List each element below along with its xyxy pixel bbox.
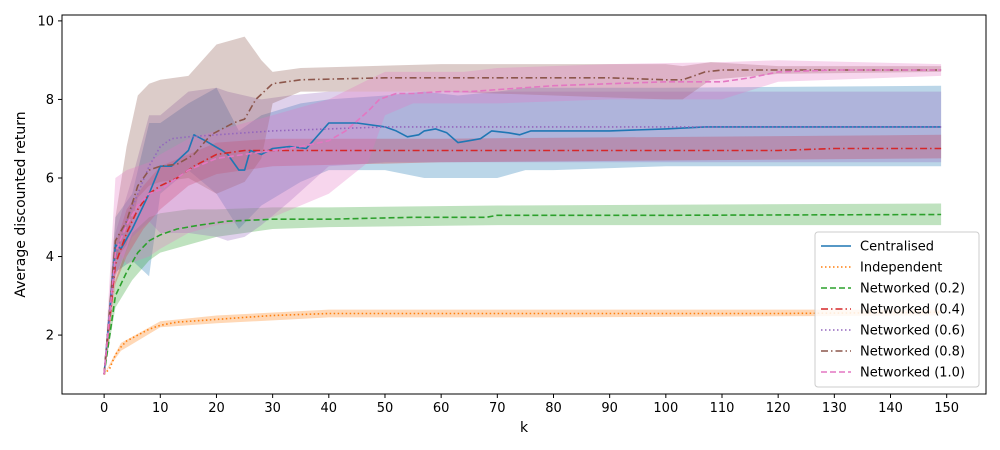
x-tick-label: 110 [710,401,735,416]
x-tick-label: 70 [489,401,506,416]
x-tick-label: 120 [766,401,791,416]
series-line-independent [103,311,942,375]
series-line-networked-0-4 [103,147,942,375]
legend-label: Networked (0.6) [860,324,965,339]
x-tick-label: 60 [433,401,450,416]
x-tick-label: 10 [152,401,169,416]
legend-label: Networked (1.0) [860,366,965,381]
band-networked-1-0 [104,60,942,375]
x-axis-label: k [520,420,529,436]
series-line-centralised [103,122,942,375]
x-tick-label: 30 [264,401,281,416]
legend-label: Centralised [860,240,934,255]
legend-label: Networked (0.2) [860,282,965,297]
y-tick-label: 8 [46,93,54,108]
series-lines [103,69,942,375]
x-axis-ticks: 0 10 20 30 40 50 60 70 80 90 100 110 120 130 140 150 [100,394,959,416]
legend: Centralised Independent Networked (0.2) Net… [814,231,980,388]
x-tick-label: 130 [822,401,847,416]
y-tick-label: 10 [37,14,54,29]
y-tick-label: 2 [46,329,54,344]
legend-box [814,231,980,388]
x-tick-label: 50 [377,401,394,416]
x-tick-label: 80 [545,401,562,416]
y-axis-label: Average discounted return [13,111,29,297]
legend-label: Networked (0.8) [860,345,965,360]
legend-label: Independent [860,261,942,276]
y-tick-label: 6 [46,171,54,186]
legend-label: Networked (0.4) [860,303,965,318]
x-tick-label: 40 [321,401,338,416]
x-tick-label: 140 [878,401,903,416]
x-tick-label: 90 [601,401,618,416]
plot-area-frame [61,14,987,395]
series-line-networked-0-2 [103,213,942,375]
x-tick-label: 20 [208,401,225,416]
x-tick-label: 0 [100,401,108,416]
band-networked-0-2 [104,203,942,375]
x-tick-label: 150 [934,401,959,416]
band-networked-0-6 [104,87,942,375]
y-axis-ticks: 2 4 6 8 10 [37,14,62,344]
series-line-networked-0-8 [103,69,942,375]
series-line-networked-0-6 [103,126,942,375]
y-tick-label: 4 [46,250,54,265]
band-centralised [104,85,942,375]
series-line-networked-1-0 [103,69,942,375]
band-networked-0-4 [104,134,942,375]
x-tick-label: 100 [653,401,678,416]
